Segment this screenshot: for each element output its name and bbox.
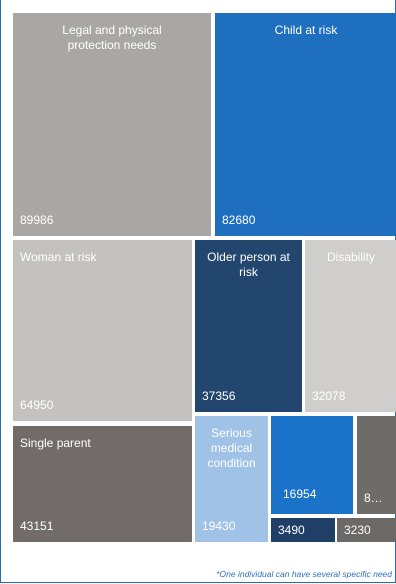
tile-value: 32078 — [312, 389, 346, 403]
treemap-tile: Legal and physical protection needs 89986 — [13, 13, 211, 236]
tile-value: 64950 — [20, 398, 54, 412]
treemap-tile: Serious medical condition 19430 — [195, 416, 268, 542]
treemap-tile: Woman at risk 64950 — [13, 240, 192, 421]
tile-value: 8… — [364, 491, 383, 505]
treemap-tile: Older person at risk 37356 — [195, 240, 302, 412]
tile-value: 19430 — [202, 519, 236, 533]
tile-value: 82680 — [222, 213, 256, 227]
treemap-tile: Single parent 43151 — [13, 426, 192, 542]
tile-value: 16954 — [283, 487, 317, 501]
treemap-tile: 16954 — [271, 416, 353, 514]
tile-label: Disability — [326, 250, 375, 264]
treemap-tile: 3490 — [271, 518, 335, 542]
tile-value: 37356 — [202, 389, 236, 403]
tile-label: Child at risk — [274, 23, 338, 37]
tile-value: 89986 — [20, 213, 54, 227]
footnote: *One individual can have several specifi… — [216, 569, 392, 579]
tile-label: Older person at risk — [207, 250, 290, 279]
treemap-tile: 8… — [357, 416, 396, 514]
tile-value: 3490 — [278, 523, 305, 537]
treemap-tile: Child at risk 82680 — [215, 13, 396, 236]
treemap-tile: Disability 32078 — [305, 240, 396, 412]
tile-label: Legal and physical protection needs — [62, 23, 162, 52]
tile-label: Serious medical condition — [207, 426, 256, 470]
tile-label: Woman at risk — [20, 250, 97, 264]
tile-value: 3230 — [344, 523, 371, 537]
tile-value: 43151 — [20, 519, 54, 533]
tile-label: Single parent — [20, 436, 91, 450]
treemap-tile: 3230 — [337, 518, 396, 542]
